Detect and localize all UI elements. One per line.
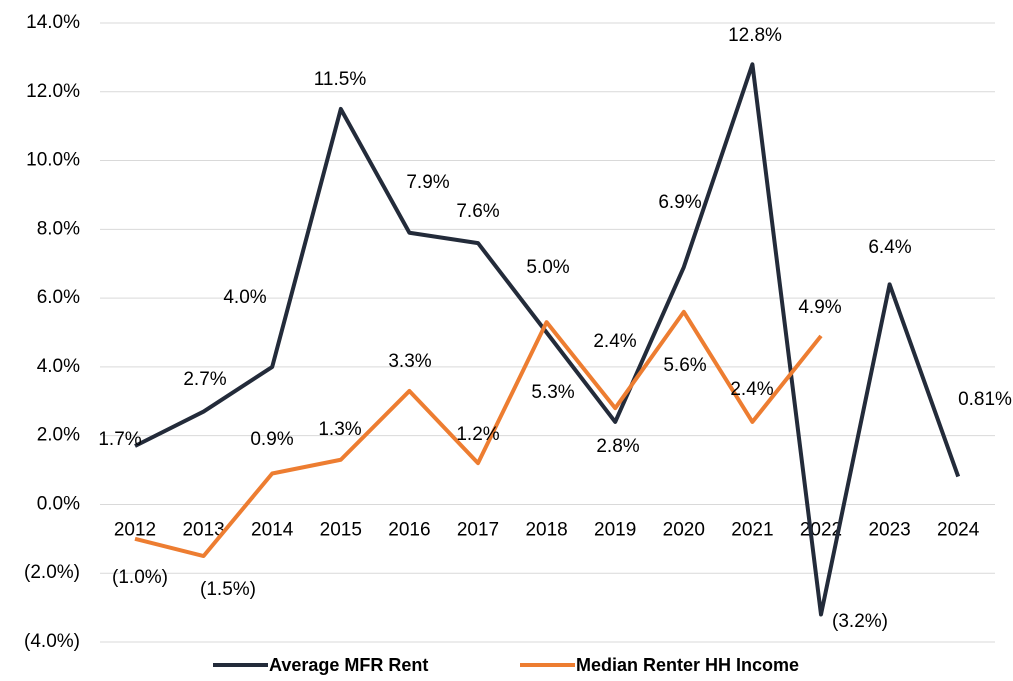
y-tick-label: 6.0% xyxy=(37,287,80,308)
data-label: 0.81% xyxy=(958,389,1012,410)
data-label: 0.9% xyxy=(250,429,293,450)
data-label: 4.0% xyxy=(223,287,266,308)
data-label: 4.9% xyxy=(798,297,841,318)
data-label: 5.6% xyxy=(663,355,706,376)
data-label: 3.3% xyxy=(388,351,431,372)
data-label: (1.5%) xyxy=(200,579,256,600)
x-tick-label: 2024 xyxy=(937,519,980,540)
y-tick-label: 0.0% xyxy=(37,493,80,514)
data-label: 7.6% xyxy=(456,201,499,222)
y-tick-label: 8.0% xyxy=(37,218,80,239)
series-line xyxy=(134,62,961,617)
x-tick-label: 2015 xyxy=(320,519,362,540)
x-tick-label: 2012 xyxy=(114,519,156,540)
y-tick-label: 10.0% xyxy=(26,150,80,171)
data-label: 5.0% xyxy=(526,257,569,278)
y-tick-label: (4.0%) xyxy=(24,631,80,652)
data-label: 5.3% xyxy=(531,382,574,403)
data-label: 1.7% xyxy=(98,429,141,450)
data-label: 2.8% xyxy=(596,436,639,457)
x-tick-label: 2017 xyxy=(457,519,499,540)
legend-label: Average MFR Rent xyxy=(269,655,428,675)
y-tick-label: 4.0% xyxy=(37,356,80,377)
data-label: 2.4% xyxy=(730,379,773,400)
data-label: 1.2% xyxy=(456,424,499,445)
x-tick-label: 2023 xyxy=(868,519,910,540)
y-tick-label: 2.0% xyxy=(37,425,80,446)
data-label: 2.4% xyxy=(593,331,636,352)
data-label: 12.8% xyxy=(728,25,782,46)
x-tick-label: 2019 xyxy=(594,519,636,540)
x-tick-label: 2021 xyxy=(731,519,773,540)
y-tick-label: (2.0%) xyxy=(24,562,80,583)
legend-label: Median Renter HH Income xyxy=(576,655,799,675)
data-label: 11.5% xyxy=(314,69,367,90)
x-tick-label: 2018 xyxy=(525,519,567,540)
data-label: 1.3% xyxy=(318,419,361,440)
x-tick-label: 2013 xyxy=(182,519,224,540)
y-tick-label: 14.0% xyxy=(26,12,80,33)
data-label: 6.4% xyxy=(868,237,911,258)
data-label: (3.2%) xyxy=(832,611,888,632)
series-line xyxy=(134,309,823,559)
x-tick-label: 2020 xyxy=(663,519,705,540)
data-label: 2.7% xyxy=(183,369,226,390)
data-label: (1.0%) xyxy=(112,567,168,588)
data-label: 7.9% xyxy=(406,172,449,193)
y-tick-label: 12.0% xyxy=(26,81,80,102)
x-tick-label: 2014 xyxy=(251,519,294,540)
x-tick-label: 2016 xyxy=(388,519,430,540)
data-label: 6.9% xyxy=(658,192,701,213)
